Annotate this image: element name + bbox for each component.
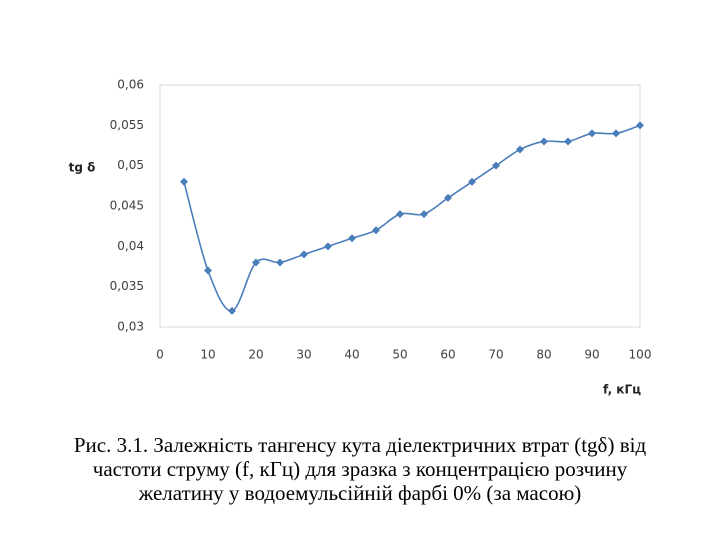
marker [564,137,572,146]
plot-frame [159,84,641,328]
line [183,124,641,312]
caption-line: желатину у водоемульсійній фарбі 0% (за … [138,481,582,505]
y-tick-label: 0,06 [117,78,144,92]
marker [540,137,548,146]
marker [468,177,476,186]
marker [588,129,596,138]
y-axis-label: tg δ [69,161,96,175]
caption-line: Рис. 3.1. Залежність тангенсу кута діеле… [73,433,647,457]
x-tick-label: 70 [488,348,503,362]
marker [300,250,308,259]
marker [612,129,620,138]
marker [348,234,356,243]
marker [372,226,380,235]
x-tick-label: 0 [156,348,164,362]
y-tick-label: 0,055 [110,118,144,132]
chart: tg δ f, кГц 0,03 0,035 0,04 0,045 0,05 0,055 0… [69,78,652,397]
y-tick-label: 0,03 [117,320,144,334]
x-tick-label: 100 [629,348,652,362]
x-tick-label: 60 [440,348,455,362]
caption: Рис. 3.1. Залежність тангенсу кута діеле… [0,433,720,505]
marker [228,306,236,315]
marker [420,210,428,219]
marker [444,193,452,202]
x-axis-label: f, кГц [603,383,641,397]
x-tick-label: 20 [248,348,263,362]
y-tick-label: 0,045 [110,199,144,213]
y-tick-label: 0,04 [117,239,144,253]
marker [492,161,500,170]
marker [396,210,404,219]
x-tick-label: 90 [584,348,599,362]
caption-line: частоти струму (f, кГц) для зразка з кон… [92,457,628,481]
marker [636,121,644,130]
x-tick-label: 30 [296,348,311,362]
y-tick-label: 0,035 [110,279,144,293]
x-tick-label: 80 [536,348,551,362]
marker [516,145,524,154]
marker [204,266,212,275]
x-tick-label: 40 [344,348,359,362]
marker [252,258,260,267]
marker [324,242,332,251]
x-tick-label: 50 [392,348,407,362]
marker [276,258,284,267]
marker [180,177,188,186]
x-tick-label: 10 [200,348,215,362]
y-tick-label: 0,05 [117,158,144,172]
